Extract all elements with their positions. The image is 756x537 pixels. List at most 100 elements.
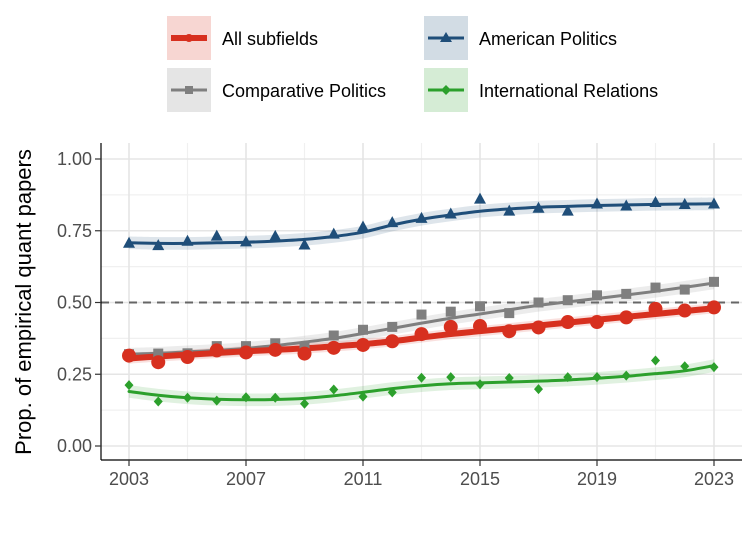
data-point-international-relations — [651, 355, 660, 366]
data-point-international-relations — [446, 372, 456, 383]
data-point-american-politics — [708, 197, 720, 209]
data-point-all-subfields — [531, 320, 546, 335]
data-point-american-politics — [474, 192, 486, 204]
ticks: 2003 2007 2011 2015 2019 2023 0.00 0.25 0.50 0.75… — [57, 149, 734, 489]
data-point-american-politics — [591, 197, 603, 209]
data-point-comparative-politics — [445, 306, 456, 317]
x-tick-label: 2011 — [344, 469, 383, 489]
x-tick-label: 2015 — [460, 469, 500, 489]
data-points — [122, 192, 721, 409]
data-point-all-subfields — [356, 337, 370, 352]
legend-label-all-subfields: All subfields — [222, 29, 318, 49]
data-point-all-subfields — [209, 343, 224, 358]
data-point-comparative-politics — [416, 309, 427, 320]
legend-item-all-subfields: All subfields — [167, 16, 318, 60]
legend-key-marker — [185, 86, 193, 94]
data-point-all-subfields — [502, 324, 517, 339]
data-point-comparative-politics — [709, 276, 719, 287]
data-point-all-subfields — [385, 334, 400, 349]
data-point-comparative-politics — [533, 297, 544, 308]
data-point-american-politics — [123, 236, 135, 248]
data-point-all-subfields — [677, 303, 692, 318]
y-tick-label: 1.00 — [57, 149, 92, 169]
data-point-all-subfields — [707, 300, 721, 315]
data-point-all-subfields — [590, 315, 604, 330]
data-point-american-politics — [269, 229, 282, 241]
legend-label-american-politics: American Politics — [479, 29, 617, 49]
y-axis-title: Prop. of empirical quant papers — [11, 149, 36, 455]
legend-item-comparative-politics: Comparative Politics — [167, 68, 386, 112]
legend-key-marker — [441, 85, 451, 95]
data-point-international-relations — [300, 398, 309, 409]
data-point-international-relations — [358, 391, 368, 402]
data-point-comparative-politics — [621, 288, 632, 299]
x-tick-label: 2023 — [694, 469, 734, 489]
data-point-all-subfields — [473, 319, 487, 334]
y-tick-label: 0.75 — [57, 221, 92, 241]
data-point-international-relations — [504, 372, 514, 383]
legend-key-marker — [440, 32, 452, 42]
data-point-international-relations — [183, 392, 192, 403]
data-point-international-relations — [241, 392, 251, 403]
legend-item-american-politics: American Politics — [424, 16, 617, 60]
data-point-all-subfields — [297, 346, 312, 361]
data-point-american-politics — [532, 201, 545, 213]
data-point-international-relations — [329, 384, 339, 395]
data-point-american-politics — [152, 239, 165, 251]
data-point-comparative-politics — [592, 290, 602, 301]
x-tick-label: 2003 — [109, 469, 149, 489]
data-point-comparative-politics — [153, 348, 164, 359]
data-point-american-politics — [357, 220, 369, 232]
data-point-international-relations — [153, 396, 163, 407]
data-point-international-relations — [124, 380, 134, 391]
data-point-comparative-politics — [475, 301, 485, 312]
data-point-international-relations — [387, 387, 397, 398]
data-point-american-politics — [298, 238, 311, 250]
data-point-american-politics — [327, 227, 340, 239]
data-point-all-subfields — [414, 327, 429, 342]
data-point-international-relations — [680, 361, 690, 372]
y-tick-label: 0.25 — [57, 364, 92, 384]
data-point-international-relations — [534, 384, 543, 395]
x-tick-label: 2019 — [577, 469, 617, 489]
data-point-comparative-politics — [387, 321, 398, 332]
data-point-american-politics — [444, 207, 457, 219]
data-point-international-relations — [417, 372, 426, 383]
data-point-american-politics — [386, 216, 399, 228]
data-point-all-subfields — [239, 345, 253, 360]
data-point-international-relations — [592, 372, 602, 383]
data-point-comparative-politics — [358, 324, 368, 335]
data-point-all-subfields — [326, 340, 341, 355]
data-point-comparative-politics — [504, 308, 515, 319]
y-tick-label: 0.50 — [57, 293, 92, 313]
data-point-international-relations — [212, 395, 222, 406]
data-point-international-relations — [475, 379, 485, 390]
data-point-all-subfields — [268, 342, 283, 357]
data-point-international-relations — [709, 362, 719, 373]
data-point-comparative-politics — [328, 330, 339, 341]
data-point-american-politics — [181, 234, 194, 246]
data-point-american-politics — [415, 211, 428, 223]
data-point-american-politics — [240, 235, 252, 247]
data-point-american-politics — [678, 198, 691, 210]
data-point-comparative-politics — [562, 295, 573, 306]
data-point-american-politics — [503, 204, 516, 216]
data-point-all-subfields — [443, 319, 458, 334]
axes — [100, 143, 742, 461]
trend-line-international-relations — [127, 364, 716, 402]
data-point-american-politics — [620, 199, 633, 211]
data-point-american-politics — [561, 204, 574, 216]
legend-label-comparative-politics: Comparative Politics — [222, 81, 386, 101]
data-point-all-subfields — [122, 348, 136, 363]
data-point-all-subfields — [151, 355, 166, 370]
data-point-international-relations — [621, 370, 631, 381]
data-point-comparative-politics — [650, 282, 661, 293]
data-point-all-subfields — [619, 310, 634, 325]
data-point-american-politics — [210, 229, 223, 241]
data-point-all-subfields — [560, 315, 575, 330]
legend-item-international-relations: International Relations — [424, 68, 658, 112]
legend-key-marker — [185, 34, 193, 42]
grid — [101, 143, 742, 460]
data-point-international-relations — [270, 392, 280, 403]
